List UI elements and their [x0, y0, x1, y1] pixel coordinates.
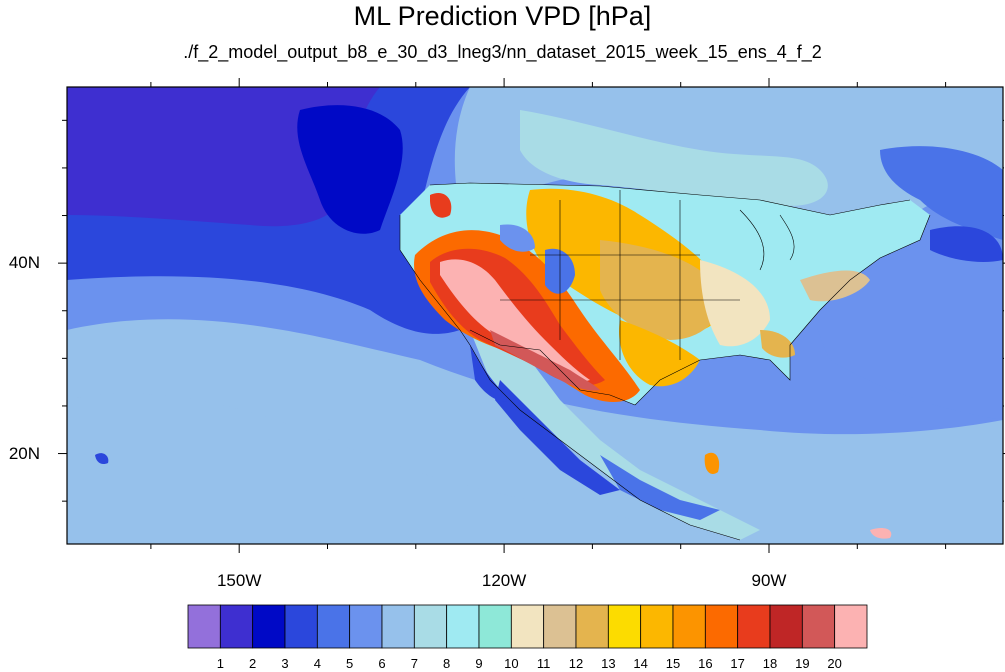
colorbar-label: 6 — [378, 656, 386, 671]
colorbar-swatch — [607, 604, 642, 649]
colorbar-swatch — [381, 604, 415, 649]
colorbar-label: 18 — [762, 656, 778, 671]
map-title: ML Prediction VPD [hPa] — [353, 1, 652, 31]
colorbar-label: 4 — [313, 656, 321, 671]
lat-tick-label: 20N — [8, 443, 40, 463]
colorbar-label: 7 — [410, 656, 418, 671]
colorbar-swatch — [284, 604, 318, 649]
colorbar-swatch — [446, 604, 480, 649]
colorbar-swatch — [187, 604, 221, 649]
colorbar-swatch — [349, 604, 383, 649]
colorbar-label: 19 — [795, 656, 810, 671]
colorbar-swatch — [672, 604, 706, 649]
colorbar-swatch — [737, 604, 771, 649]
colorbar-label: 11 — [536, 656, 551, 671]
lon-tick-label: 150W — [216, 571, 262, 590]
colorbar-swatch — [413, 604, 448, 649]
colorbar-label: 14 — [633, 656, 648, 671]
colorbar-swatch — [316, 604, 351, 649]
lon-tick-label: 90W — [751, 571, 787, 590]
map-subtitle: ./f_2_model_output_b8_e_30_d3_lneg3/nn_d… — [183, 42, 822, 62]
colorbar-label: 2 — [249, 656, 257, 671]
axis-ticks — [58, 78, 1005, 553]
map-frame — [66, 86, 1004, 545]
lon-tick-label: 120W — [481, 571, 527, 590]
colorbar-swatch — [640, 604, 674, 649]
colorbar-label: 5 — [346, 656, 354, 671]
colorbar-swatch — [801, 604, 836, 649]
colorbar-swatch — [769, 604, 803, 649]
colorbar-label: 15 — [665, 656, 681, 671]
colorbar-label: 1 — [216, 656, 224, 671]
borders — [399, 182, 931, 541]
colorbar-swatch — [704, 604, 739, 649]
colorbar-swatch — [543, 604, 577, 649]
colorbar-label: 3 — [281, 656, 289, 671]
colorbar-label: 16 — [698, 656, 713, 671]
colorbar-swatch — [219, 604, 254, 649]
colorbar-label: 10 — [504, 656, 519, 671]
colorbar-label: 17 — [730, 656, 745, 671]
lat-tick-label: 40N — [8, 253, 40, 273]
colorbar — [187, 604, 868, 649]
colorbar-label: 8 — [443, 656, 451, 671]
colorbar-swatch — [834, 604, 868, 649]
colorbar-label: 12 — [568, 656, 584, 671]
colorbar-swatch — [575, 604, 609, 649]
colorbar-swatch — [252, 604, 286, 649]
vpd-field — [67, 87, 1003, 544]
colorbar-label: 9 — [475, 656, 483, 671]
colorbar-label: 13 — [601, 656, 616, 671]
colorbar-swatch — [510, 604, 545, 649]
colorbar-swatch — [478, 604, 512, 649]
colorbar-label: 20 — [827, 656, 842, 671]
